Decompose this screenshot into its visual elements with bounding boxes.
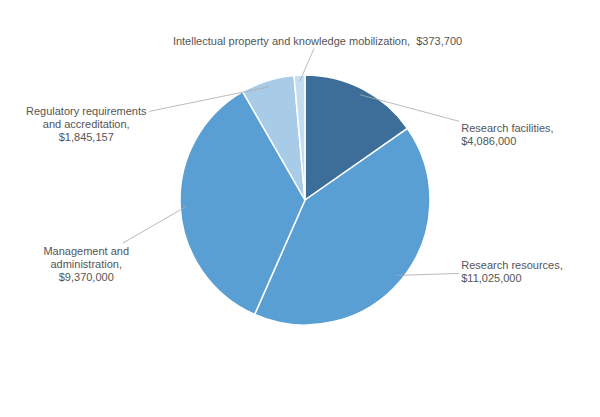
slice-label: Research facilities,$4,086,000 bbox=[461, 122, 553, 147]
leader-line bbox=[360, 95, 459, 122]
leader-line bbox=[300, 49, 314, 82]
leader-line bbox=[149, 87, 269, 112]
slice-label-line: Research facilities, bbox=[461, 122, 553, 134]
slice-label-line: Regulatory requirements bbox=[26, 105, 147, 117]
slice-label: Research resources,$11,025,000 bbox=[461, 259, 563, 284]
slice-label-line: $11,025,000 bbox=[461, 272, 521, 284]
pie-slice bbox=[243, 75, 305, 200]
slice-label-line: $9,370,000 bbox=[59, 271, 114, 283]
labels: Research facilities,$4,086,000 Research r… bbox=[26, 35, 563, 285]
slice-label: Intellectual property and knowledge mobi… bbox=[173, 35, 462, 47]
slice-label-line: Intellectual property and knowledge mobi… bbox=[173, 35, 462, 47]
slice-label: Management andadministration,$9,370,000 bbox=[43, 245, 129, 283]
slice-label-line: Research resources, bbox=[461, 259, 563, 271]
pie-slice bbox=[294, 75, 305, 200]
leader-line bbox=[397, 273, 460, 275]
slice-label-line: administration, bbox=[50, 258, 122, 270]
leader-line bbox=[123, 206, 187, 243]
slice-label-line: $4,086,000 bbox=[461, 135, 516, 147]
slices bbox=[180, 75, 430, 325]
leader-lines bbox=[123, 49, 460, 276]
chart: Research facilities,$4,086,000 Research r… bbox=[0, 0, 600, 417]
slice-label: Regulatory requirementsand accreditation… bbox=[26, 105, 147, 143]
slice-label-line: Management and bbox=[43, 245, 129, 257]
slice-label-line: and accreditation, bbox=[43, 118, 130, 130]
slice-label-line: $1,845,157 bbox=[59, 131, 114, 143]
